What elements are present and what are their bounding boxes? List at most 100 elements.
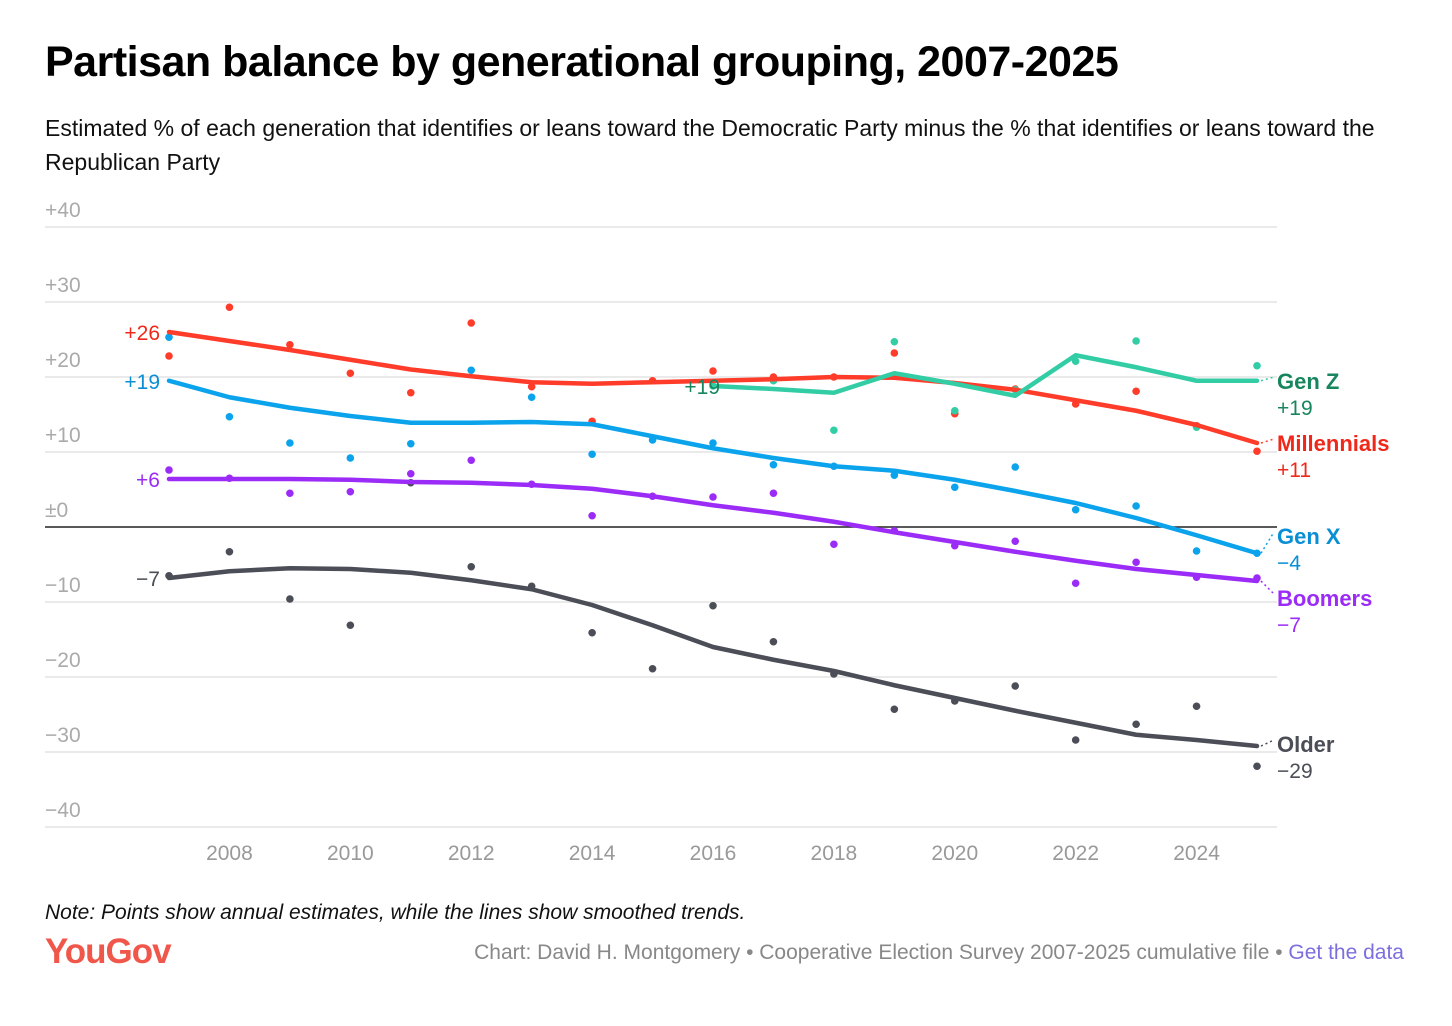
gen-x-point bbox=[769, 460, 778, 469]
x-tick-label: 2018 bbox=[811, 842, 858, 865]
millennials-point bbox=[1253, 447, 1261, 456]
older-point bbox=[1253, 762, 1261, 771]
x-tick-label: 2024 bbox=[1173, 842, 1220, 865]
get-the-data-link[interactable]: Get the data bbox=[1288, 941, 1404, 964]
x-tick-label: 2010 bbox=[327, 842, 374, 865]
y-tick-label: +10 bbox=[45, 424, 81, 447]
gen-x-point bbox=[1192, 547, 1201, 555]
x-tick-label: 2020 bbox=[931, 842, 978, 865]
y-tick-label: ±0 bbox=[45, 499, 68, 522]
millennials-label-leader bbox=[1260, 438, 1275, 444]
older-point bbox=[709, 601, 717, 610]
boomers-trend-line bbox=[166, 476, 1260, 584]
gen-z-end-value: +19 bbox=[1277, 397, 1313, 420]
boomers-point bbox=[1071, 579, 1080, 588]
gen-x-point bbox=[225, 412, 234, 421]
older-point bbox=[346, 621, 355, 630]
boomers-point bbox=[1132, 558, 1140, 567]
gen-x-end-value: −4 bbox=[1277, 552, 1301, 575]
x-tick-label: 2016 bbox=[690, 842, 737, 865]
older-point bbox=[648, 664, 657, 673]
y-tick-label: +20 bbox=[45, 349, 81, 372]
yougov-logo: YouGov bbox=[45, 932, 172, 971]
boomers-point bbox=[769, 489, 778, 498]
chart-subtitle: Estimated % of each generation that iden… bbox=[45, 115, 1375, 175]
millennials-point bbox=[286, 340, 294, 349]
gen-x-point bbox=[165, 333, 173, 342]
gen-x-point bbox=[346, 454, 355, 462]
older-point bbox=[467, 562, 476, 571]
boomers-label-leader bbox=[1260, 580, 1275, 595]
gen-z-point bbox=[830, 426, 838, 435]
boomers-point bbox=[286, 489, 294, 498]
older-end-value: −29 bbox=[1277, 760, 1313, 783]
millennials-point bbox=[225, 303, 234, 312]
older-label-leader bbox=[1260, 739, 1275, 747]
gen-x-point bbox=[890, 471, 899, 480]
chart-plot: +40 +30 +20 +10 ±0 −10 −20 −30 −40 2008 2010 2012 20… bbox=[45, 199, 1389, 865]
gen-z-start-value: +19 bbox=[684, 376, 720, 399]
older-trend-line bbox=[166, 566, 1260, 749]
boomers-point bbox=[406, 469, 415, 478]
millennials-point bbox=[406, 388, 415, 397]
gen-x-label-leader bbox=[1260, 531, 1275, 554]
older-point bbox=[225, 547, 234, 556]
x-tick-label: 2022 bbox=[1052, 842, 1099, 865]
millennials-series-label: Millennials bbox=[1277, 431, 1389, 456]
gen-x-point bbox=[1071, 505, 1080, 514]
millennials-point bbox=[890, 349, 899, 357]
gen-z-point bbox=[890, 337, 899, 346]
gen-x-point bbox=[588, 450, 596, 459]
millennials-point bbox=[1132, 387, 1140, 396]
millennials-point bbox=[467, 319, 476, 327]
x-tick-label: 2008 bbox=[206, 842, 253, 865]
gen-z-trend-line bbox=[710, 353, 1260, 398]
boomers-series-label: Boomers bbox=[1277, 586, 1372, 611]
gen-x-trend-line bbox=[166, 378, 1260, 556]
gen-x-point bbox=[406, 439, 415, 448]
gen-x-point bbox=[950, 483, 959, 492]
gen-z-point bbox=[1071, 357, 1080, 366]
y-tick-label: +40 bbox=[45, 199, 81, 222]
chart-note: Note: Points show annual estimates, whil… bbox=[45, 901, 746, 924]
boomers-point bbox=[346, 487, 355, 496]
older-point bbox=[890, 705, 899, 714]
older-point bbox=[1011, 682, 1020, 690]
millennials-point bbox=[527, 382, 536, 391]
gen-z-point bbox=[950, 406, 959, 415]
chart-credit: Chart: David H. Montgomery • Cooperative… bbox=[474, 941, 1404, 965]
millennials-point bbox=[709, 367, 717, 375]
gen-z-point bbox=[1253, 361, 1261, 370]
gen-z-point bbox=[1132, 337, 1140, 345]
older-point bbox=[1071, 736, 1080, 744]
y-tick-label: −20 bbox=[45, 649, 81, 672]
millennials-point bbox=[165, 352, 173, 360]
gen-x-point bbox=[1132, 502, 1140, 510]
x-tick-label: 2014 bbox=[569, 842, 616, 865]
boomers-start-value: +6 bbox=[136, 469, 160, 492]
older-series-label: Older bbox=[1277, 732, 1335, 757]
boomers-point bbox=[588, 511, 596, 520]
boomers-point bbox=[467, 456, 476, 465]
y-tick-label: +30 bbox=[45, 274, 81, 297]
chart-title: Partisan balance by generational groupin… bbox=[45, 38, 1119, 86]
y-tick-label: −40 bbox=[45, 799, 81, 822]
y-tick-label: −30 bbox=[45, 724, 81, 747]
older-point bbox=[1132, 720, 1140, 729]
gen-z-label-leader bbox=[1260, 376, 1275, 382]
boomers-point bbox=[830, 540, 838, 549]
older-start-value: −7 bbox=[136, 568, 160, 591]
x-tick-label: 2012 bbox=[448, 842, 495, 865]
boomers-point bbox=[165, 466, 173, 474]
older-point bbox=[286, 595, 294, 603]
gen-x-point bbox=[467, 366, 476, 375]
millennials-point bbox=[346, 369, 355, 378]
y-tick-label: −10 bbox=[45, 574, 81, 597]
gen-x-point bbox=[286, 439, 294, 447]
millennials-trend-line bbox=[166, 329, 1260, 446]
gen-x-point bbox=[527, 393, 536, 402]
older-point bbox=[769, 637, 778, 646]
gen-x-point bbox=[709, 439, 717, 447]
credit-text: Chart: David H. Montgomery • Cooperative… bbox=[474, 941, 1283, 964]
gen-x-point bbox=[1011, 463, 1020, 471]
